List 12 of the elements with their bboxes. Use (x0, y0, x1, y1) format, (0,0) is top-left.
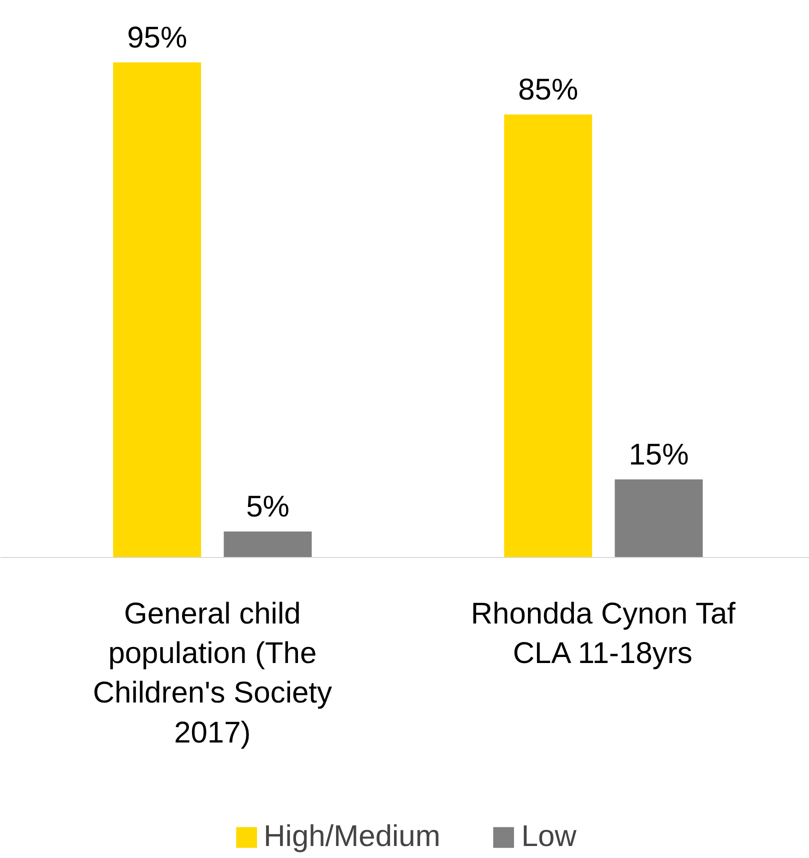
bar (504, 114, 592, 558)
x-tick-label: Rhondda Cynon Taf CLA 11-18yrs (470, 598, 736, 670)
legend-label: Low (521, 820, 576, 854)
data-label: 85% (518, 74, 578, 107)
bar (224, 531, 312, 558)
data-label: 15% (628, 438, 689, 472)
data-label: 95% (127, 21, 188, 54)
bar (113, 62, 202, 558)
legend-label: High/Medium (264, 820, 440, 854)
data-label: 5% (246, 490, 290, 524)
bar (614, 479, 703, 558)
x-tick-label: General child population (The Children's Society 2017) (92, 598, 332, 750)
